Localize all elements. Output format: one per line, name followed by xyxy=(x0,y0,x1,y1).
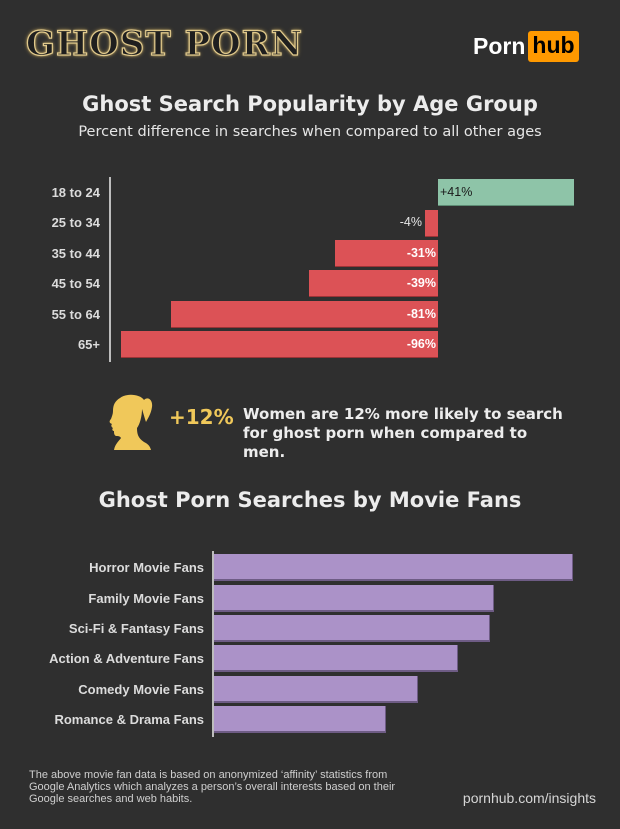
movie-bar xyxy=(214,676,418,703)
age-bar-value: -81% xyxy=(406,307,436,321)
age-chart-subtitle: Percent difference in searches when comp… xyxy=(78,124,542,140)
age-bar-value: -4% xyxy=(399,215,422,229)
age-label: 35 to 44 xyxy=(51,246,100,261)
age-chart-axis xyxy=(109,177,111,362)
age-bar xyxy=(309,270,438,297)
callout-text: Women are 12% more likely to search for … xyxy=(243,405,563,461)
movie-bar xyxy=(214,554,573,581)
age-label: 55 to 64 xyxy=(51,307,100,322)
ghost-porn-logo: GHOST PORN xyxy=(25,23,303,64)
age-bar xyxy=(425,210,438,237)
movie-label: Romance & Drama Fans xyxy=(54,712,204,727)
movie-label: Horror Movie Fans xyxy=(89,560,204,575)
age-bar-value: -39% xyxy=(406,276,436,290)
woman-silhouette-icon xyxy=(109,394,153,450)
age-bar xyxy=(438,179,574,206)
movie-label: Action & Adventure Fans xyxy=(49,651,204,666)
callout-percent: +12% xyxy=(169,405,234,429)
age-label: 45 to 54 xyxy=(51,276,100,291)
movie-chart-title: Ghost Porn Searches by Movie Fans xyxy=(98,488,522,512)
age-bar-value: -96% xyxy=(406,337,436,351)
age-bar xyxy=(335,240,438,267)
pornhub-logo: Porn hub xyxy=(473,29,579,63)
movie-label: Comedy Movie Fans xyxy=(78,682,204,697)
age-bar xyxy=(121,331,438,358)
logo-hub-text: hub xyxy=(528,30,579,62)
movie-chart-axis xyxy=(212,551,214,737)
movie-bar xyxy=(214,706,386,733)
age-bar-value: +41% xyxy=(440,185,473,199)
age-label: 65+ xyxy=(77,337,100,352)
movie-bar xyxy=(214,615,490,642)
age-label: 18 to 24 xyxy=(51,185,100,200)
age-bar xyxy=(171,301,438,328)
movie-bar xyxy=(214,585,494,612)
age-bar-value: -31% xyxy=(406,246,436,260)
age-chart-title: Ghost Search Popularity by Age Group xyxy=(82,92,538,116)
footnote: The above movie fan data is based on ano… xyxy=(29,769,396,805)
movie-label: Sci-Fi & Fantasy Fans xyxy=(68,621,204,636)
movie-label: Family Movie Fans xyxy=(88,591,204,606)
age-label: 25 to 34 xyxy=(51,215,100,230)
site-link[interactable]: pornhub.com/insights xyxy=(462,790,596,806)
logo-porn-text: Porn xyxy=(473,32,526,59)
movie-bar xyxy=(214,645,458,672)
